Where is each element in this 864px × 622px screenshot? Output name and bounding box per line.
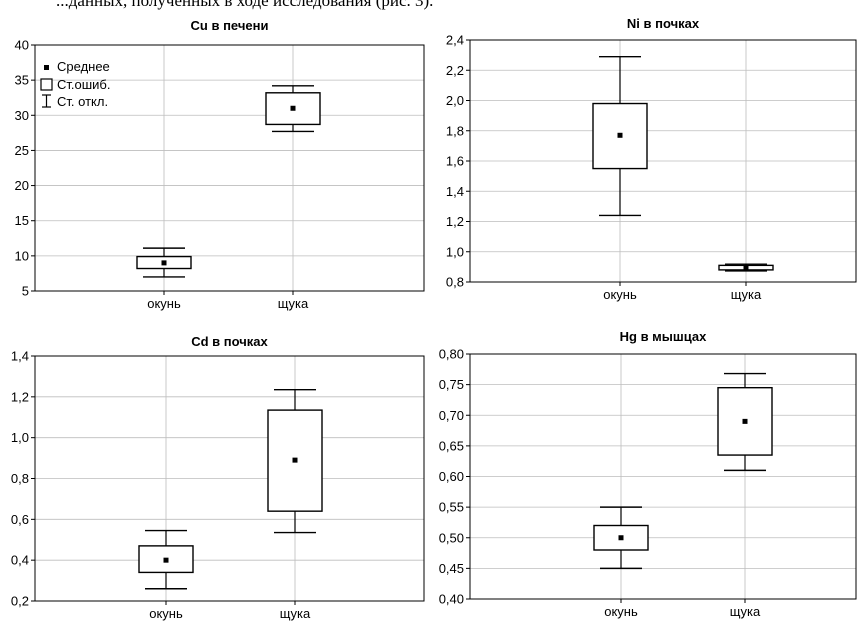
legend: Среднее Ст.ошиб. Ст. откл.: [40, 59, 111, 109]
y-tick-label: 2,4: [446, 33, 464, 48]
chart-title: Cu в печени: [191, 18, 269, 33]
chart-title: Cd в почках: [191, 334, 268, 349]
y-tick-label: 40: [15, 38, 29, 53]
y-tick-label: 0,55: [439, 500, 464, 515]
y-tick-label: 2,2: [446, 63, 464, 78]
y-tick-label: 0,8: [11, 471, 29, 486]
box-окунь: [593, 506, 649, 570]
chart-panel-1: Cu в печени 5 10 15 20 25 30 35 40 окунь щука Средн…: [15, 18, 425, 311]
mean-marker: [161, 260, 167, 266]
y-tick-label: 0,50: [439, 530, 464, 545]
mean-marker: [617, 132, 623, 138]
box-щука: [267, 388, 323, 534]
y-tick-label: 0,4: [11, 553, 29, 568]
mean-marker: [292, 457, 298, 463]
x-tick-label: щука: [730, 604, 761, 619]
y-tick-label: 0,8: [446, 275, 464, 290]
x-tick-label: щука: [278, 296, 309, 311]
legend-mean-label: Среднее: [57, 59, 110, 74]
mean-marker: [743, 265, 749, 271]
y-tick-label: 15: [15, 213, 29, 228]
y-tick-label: 0,60: [439, 469, 464, 484]
mean-marker: [618, 535, 624, 541]
y-tick-label: 1,8: [446, 123, 464, 138]
chart-panel-3: Cd в почках 0,2 0,4 0,6 0,8 1,0 1,2 1,4 окунь щук…: [11, 334, 425, 621]
y-tick-label: 1,4: [446, 184, 464, 199]
x-tick-label: окунь: [604, 604, 638, 619]
y-tick-label: 2,0: [446, 93, 464, 108]
se-box: [717, 386, 773, 456]
mean-marker: [163, 557, 169, 563]
y-tick-label: 0,80: [439, 347, 464, 362]
chart-panel-4: Hg в мышцах 0,40 0,45 0,50 0,55 0,60 0,65 0,70 0…: [439, 329, 857, 619]
y-tick-label: 1,4: [11, 349, 29, 364]
y-tick-label: 0,40: [439, 592, 464, 607]
box-щука: [718, 263, 774, 272]
mean-marker: [290, 105, 296, 111]
y-tick-label: 10: [15, 248, 29, 263]
y-tick-label: 1,0: [446, 244, 464, 259]
legend-mean-swatch: [44, 65, 49, 70]
x-tick-label: окунь: [603, 287, 637, 302]
y-tick-label: 0,45: [439, 561, 464, 576]
x-tick-label: окунь: [149, 606, 183, 621]
x-tick-label: щука: [280, 606, 311, 621]
x-tick-label: щука: [731, 287, 762, 302]
y-tick-label: 0,65: [439, 438, 464, 453]
y-tick-label: 35: [15, 73, 29, 88]
legend-sd-label: Ст. откл.: [57, 94, 108, 109]
box-окунь: [138, 529, 194, 590]
y-tick-label: 0,70: [439, 408, 464, 423]
plot-frame: [34, 44, 425, 292]
legend-se-label: Ст.ошиб.: [57, 77, 111, 92]
mean-marker: [742, 418, 748, 424]
y-tick-label: 1,6: [446, 154, 464, 169]
y-tick-label: 25: [15, 143, 29, 158]
x-tick-label: окунь: [147, 296, 181, 311]
box-окунь: [136, 247, 192, 278]
box-щука: [717, 372, 773, 472]
y-tick-label: 1,2: [446, 214, 464, 229]
chart-title: Ni в почках: [627, 16, 700, 31]
y-tick-label: 1,2: [11, 389, 29, 404]
y-tick-label: 0,75: [439, 377, 464, 392]
y-tick-label: 1,0: [11, 430, 29, 445]
y-tick-label: 20: [15, 178, 29, 193]
chart-title: Hg в мышцах: [620, 329, 707, 344]
page-caption-fragment: ...данных, полученных в ходе исследовани…: [56, 0, 434, 10]
y-tick-label: 0,2: [11, 594, 29, 609]
box-окунь: [592, 55, 648, 217]
y-tick-label: 0,6: [11, 512, 29, 527]
y-tick-label: 30: [15, 108, 29, 123]
box-щука: [265, 85, 321, 133]
y-tick-label: 5: [22, 284, 29, 299]
legend-se-swatch: [40, 78, 53, 91]
chart-panel-2: Ni в почках 0,8 1,0 1,2 1,4 1,6 1,8 2,0 2,2 2,4 ок…: [446, 16, 857, 302]
